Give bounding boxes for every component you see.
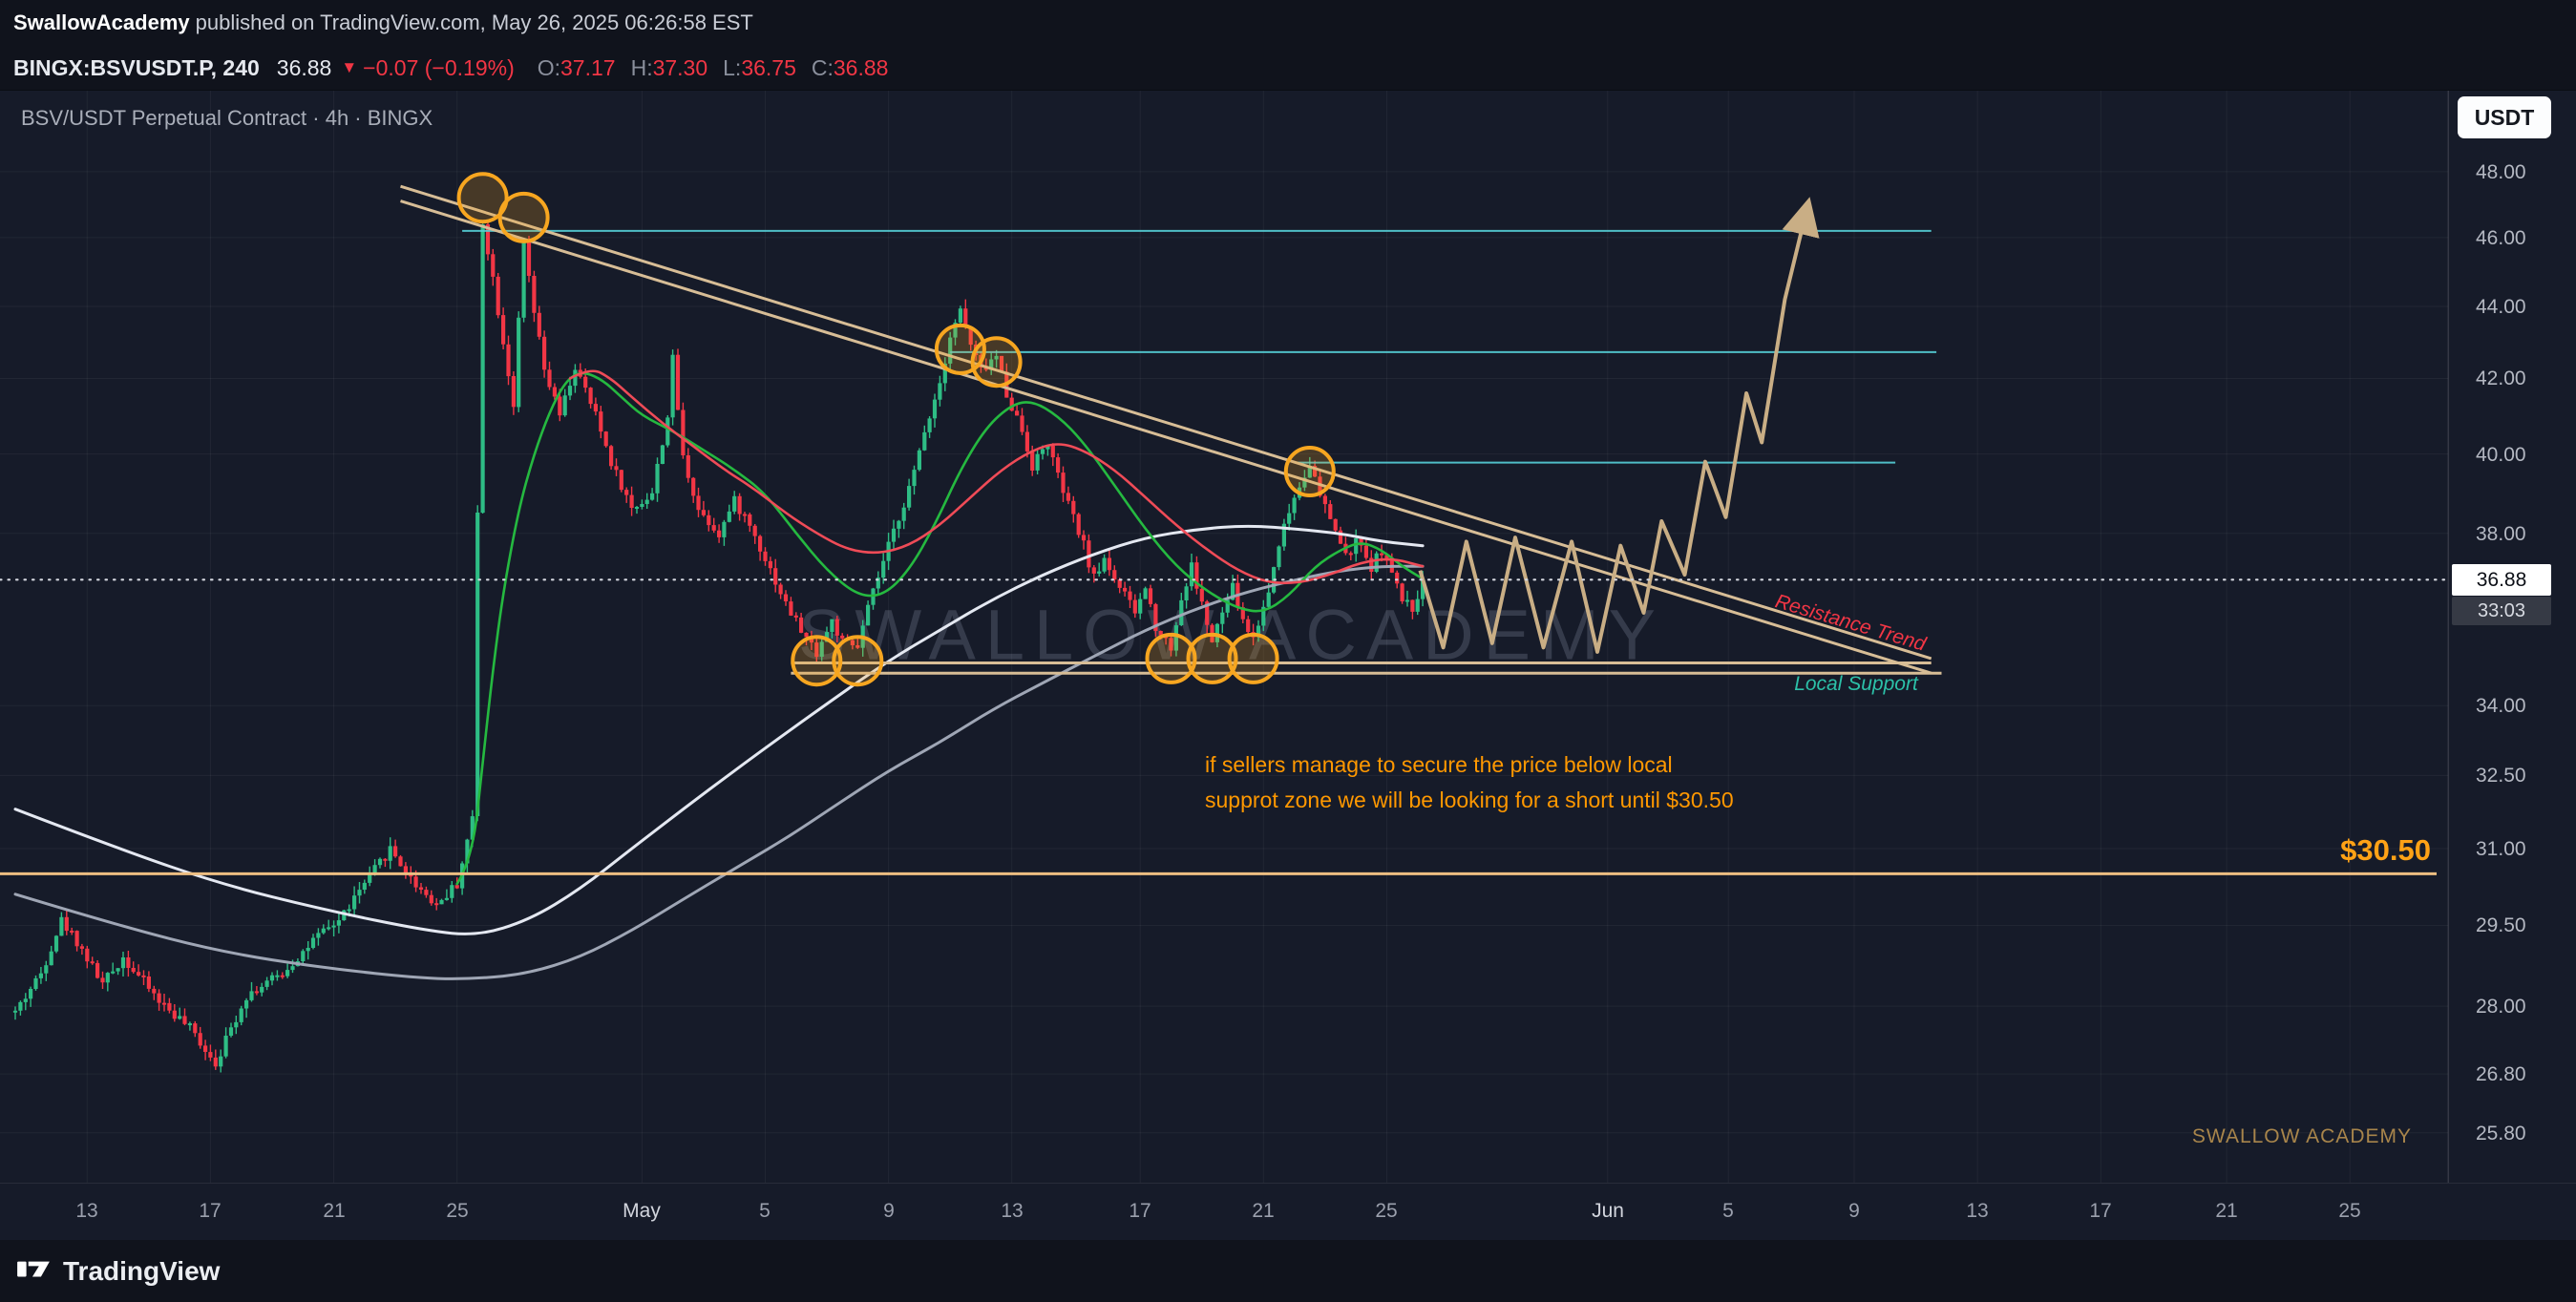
current-price-box: 36.88 [2452,564,2551,596]
symbol-name[interactable]: BINGX:BSVUSDT.P, 240 [13,54,260,80]
touch-point-circle [497,191,550,243]
time-tick-label: 17 [2089,1200,2112,1222]
ohlc-close-label: C: [811,54,834,80]
publish-banner: SwallowAcademy published on TradingView.… [0,0,2576,46]
time-tick-label: 17 [1129,1200,1151,1222]
ohlc-low-value: 36.75 [741,54,796,80]
price-tick-label: 29.50 [2476,914,2526,936]
touch-point-circle [832,635,884,687]
time-tick-label: May [623,1200,661,1222]
annotation-line-1: if sellers manage to secure the price be… [1205,752,1673,777]
time-tick-label: 25 [2338,1200,2361,1222]
touch-point-circle [1283,446,1336,497]
time-tick-label: 21 [323,1200,346,1222]
ohlc-open-value: 37.17 [560,54,616,80]
price-tick-label: 34.00 [2476,695,2526,717]
ohlc-close-value: 36.88 [833,54,889,80]
local-support-label[interactable]: Local Support [1794,673,1918,695]
ohlc-open-label: O: [537,54,561,80]
chart-title: BSV/USDT Perpetual Contract · 4h · BINGX [21,106,433,130]
time-tick-label: 9 [883,1200,895,1222]
touch-point-circle [456,172,509,224]
currency-badge[interactable]: USDT [2458,96,2551,138]
price-tick-label: 26.80 [2476,1063,2526,1085]
price-tick-label: 40.00 [2476,444,2526,466]
footer-bar: TradingView [0,1240,2576,1302]
ohlc-low: L:36.75 [723,55,796,81]
time-axis[interactable]: 13 17 21 25 May 5 9 13 17 21 25 Jun 5 9 13 17 21 25 [0,1183,2576,1240]
ohlc-high-label: H: [630,54,653,80]
price-chart-canvas[interactable] [0,91,2576,1240]
time-tick-label: 5 [1722,1200,1734,1222]
time-tick-label: 17 [199,1200,222,1222]
price-tick-label: 48.00 [2476,161,2526,183]
publish-info: published on TradingView.com, May 26, 20… [195,10,753,34]
ohlc-low-label: L: [723,54,742,80]
touch-point-circle [1186,632,1238,684]
ohlc-high-value: 37.30 [652,54,708,80]
symbol-info-bar: BINGX:BSVUSDT.P, 240 36.88 ▼ −0.07 (−0.1… [0,46,2576,91]
touch-point-circle [1145,632,1197,684]
price-change: −0.07 (−0.19%) [363,54,515,80]
time-tick-label: 5 [759,1200,771,1222]
time-tick-label: 13 [1001,1200,1024,1222]
last-price: 36.88 [276,54,332,80]
resistance-trendline [400,184,1932,661]
bar-countdown: 33:03 [2452,597,2551,625]
time-tick-label: 21 [2215,1200,2238,1222]
tradingview-wordmark[interactable]: TradingView [63,1255,221,1286]
candles-layer [12,221,1425,1073]
touch-point-circle [1227,632,1279,684]
ma-layer [13,369,1425,980]
price-tick-label: 46.00 [2476,227,2526,249]
time-tick-label: 13 [75,1200,98,1222]
annotation-line-2: supprot zone we will be looking for a sh… [1205,788,1734,812]
annotation-note[interactable]: if sellers manage to secure the price be… [1205,747,1734,818]
publisher-name[interactable]: SwallowAcademy [13,10,190,34]
resistance-trendline [400,200,1932,675]
price-tick-label: 42.00 [2476,368,2526,389]
ohlc-close: C:36.88 [812,55,889,81]
price-tick-label: 44.00 [2476,296,2526,318]
price-tick-label: 31.00 [2476,838,2526,860]
ohlc-open: O:37.17 [538,55,616,81]
price-down-arrow-icon: ▼ [341,58,358,76]
time-tick-label: 25 [1375,1200,1398,1222]
time-tick-label: 9 [1848,1200,1860,1222]
time-tick-label: 25 [446,1200,469,1222]
academy-signature: SWALLOW ACADEMY [2191,1125,2412,1147]
ohlc-high: H:37.30 [631,55,708,81]
drawings-layer[interactable] [0,172,2437,875]
time-tick-label: 21 [1252,1200,1275,1222]
chart-area[interactable]: SWALLOW ACADEMY BSV/USDT Perpetual Contr… [0,91,2576,1240]
grid-layer [0,91,2449,1183]
time-tick-label: 13 [1966,1200,1989,1222]
touch-point-circle [791,635,843,687]
target-price-label[interactable]: $30.50 [2340,833,2431,867]
projection-zigzag-arrow [1418,197,1820,654]
touch-point-circle [970,336,1023,388]
time-tick-label: Jun [1592,1200,1624,1222]
price-tick-label: 28.00 [2476,996,2526,1018]
price-tick-label: 25.80 [2476,1123,2526,1144]
price-axis[interactable]: 36.88 33:03 48.00 46.00 44.00 42.00 40.00 38.… [2448,91,2576,1183]
price-tick-label: 38.00 [2476,523,2526,545]
price-tick-label: 32.50 [2476,765,2526,787]
tradingview-logo-icon[interactable] [15,1250,52,1292]
